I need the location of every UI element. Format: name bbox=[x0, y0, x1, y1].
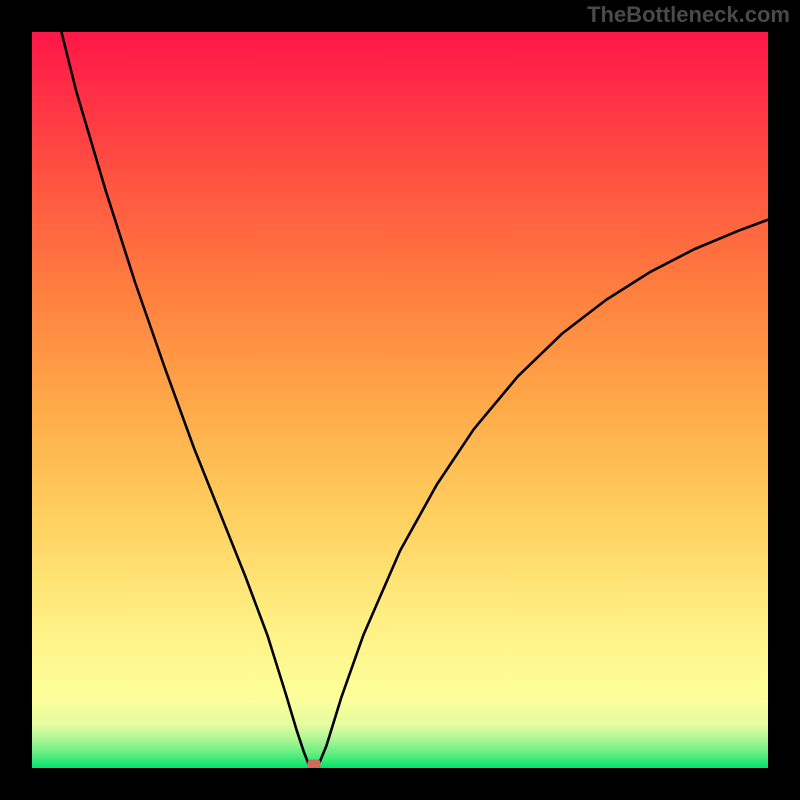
optimum-marker bbox=[307, 760, 320, 768]
plot-area bbox=[32, 32, 768, 768]
bottleneck-curve bbox=[32, 32, 768, 768]
attribution-text: TheBottleneck.com bbox=[587, 2, 790, 28]
